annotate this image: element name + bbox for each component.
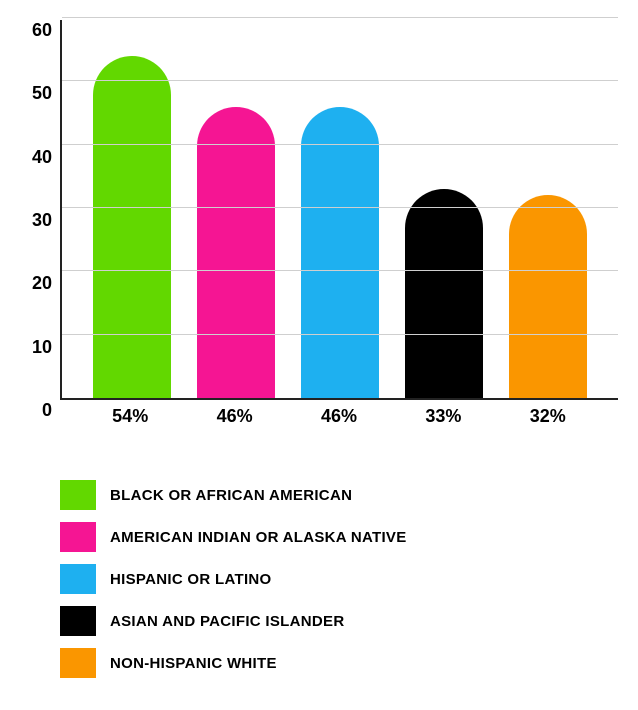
legend-label: ASIAN AND PACIFIC ISLANDER xyxy=(110,613,344,630)
bar xyxy=(301,107,379,398)
legend-swatch xyxy=(60,522,96,552)
legend-swatch xyxy=(60,648,96,678)
x-axis-label: 54% xyxy=(91,406,169,427)
x-axis-labels: 54% 46% 46% 33% 32% xyxy=(60,406,618,427)
bar-chart: 0102030405060 54% 46% 46% 33% 32% xyxy=(20,20,618,440)
x-axis-label: 46% xyxy=(196,406,274,427)
bars-container xyxy=(62,20,618,398)
legend-item: ASIAN AND PACIFIC ISLANDER xyxy=(60,606,618,636)
grid-line xyxy=(62,144,618,145)
legend-swatch xyxy=(60,480,96,510)
legend-item: BLACK OR AFRICAN AMERICAN xyxy=(60,480,618,510)
grid-line xyxy=(62,207,618,208)
grid-line xyxy=(62,270,618,271)
x-axis-label: 33% xyxy=(404,406,482,427)
plot-area xyxy=(60,20,618,400)
legend-swatch xyxy=(60,564,96,594)
bar xyxy=(93,56,171,398)
legend-label: AMERICAN INDIAN OR ALASKA NATIVE xyxy=(110,529,407,546)
legend-item: HISPANIC OR LATINO xyxy=(60,564,618,594)
x-axis-label: 32% xyxy=(509,406,587,427)
legend-item: AMERICAN INDIAN OR ALASKA NATIVE xyxy=(60,522,618,552)
legend-label: NON-HISPANIC WHITE xyxy=(110,655,277,672)
grid-line xyxy=(62,80,618,81)
legend-swatch xyxy=(60,606,96,636)
y-axis: 0102030405060 xyxy=(20,20,60,400)
legend: BLACK OR AFRICAN AMERICAN AMERICAN INDIAN… xyxy=(60,480,618,678)
bar xyxy=(509,195,587,398)
grid-line xyxy=(62,17,618,18)
grid-line xyxy=(62,334,618,335)
legend-label: BLACK OR AFRICAN AMERICAN xyxy=(110,487,352,504)
bar xyxy=(405,189,483,398)
legend-label: HISPANIC OR LATINO xyxy=(110,571,272,588)
bar xyxy=(197,107,275,398)
legend-item: NON-HISPANIC WHITE xyxy=(60,648,618,678)
x-axis-label: 46% xyxy=(300,406,378,427)
